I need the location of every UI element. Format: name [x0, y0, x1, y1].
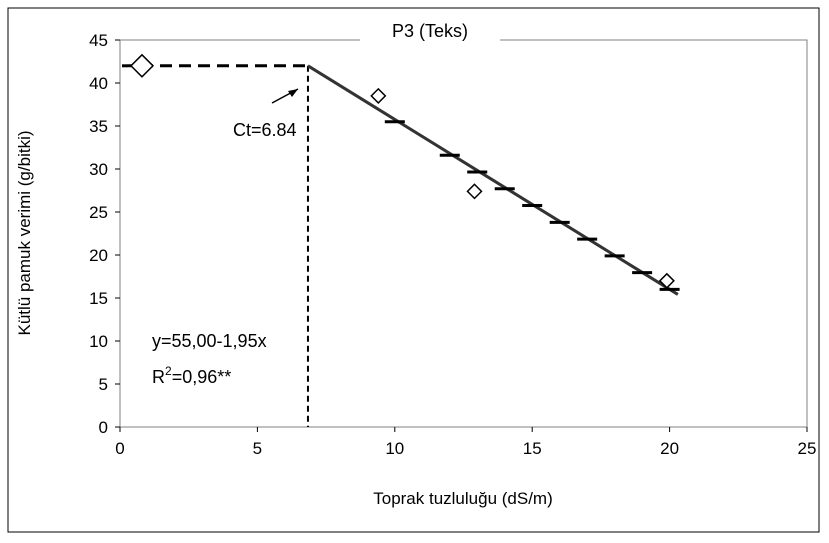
title-background [360, 18, 500, 42]
ct-label: Ct=6.84 [233, 120, 297, 140]
r2-label: R2=0,96** [152, 364, 231, 387]
y-tick-label: 10 [89, 332, 108, 351]
equation-label: y=55,00-1,95x [152, 331, 267, 351]
data-point [658, 272, 675, 289]
r2-suffix: =0,96** [172, 367, 232, 387]
y-tick-label: 5 [99, 375, 108, 394]
y-tick-label: 30 [89, 160, 108, 179]
regression-line [307, 64, 680, 296]
x-tick-label: 5 [253, 439, 262, 458]
y-tick-label: 45 [89, 31, 108, 50]
ct-arrowhead [288, 89, 298, 97]
x-axis-ticks: 0 5 10 15 20 25 [115, 427, 816, 458]
x-axis-label: Toprak tuzluluğu (dS/m) [373, 489, 553, 508]
r2-superscript: 2 [165, 364, 172, 378]
y-tick-label: 15 [89, 289, 108, 308]
r2-prefix: R [152, 367, 165, 387]
x-tick-label: 10 [385, 439, 404, 458]
chart-title: P3 (Teks) [392, 21, 468, 41]
data-point [466, 183, 483, 200]
x-tick-label: 15 [523, 439, 542, 458]
data-point [129, 53, 155, 78]
x-tick-label: 25 [798, 439, 817, 458]
y-axis-ticks: 0 5 10 15 20 25 30 35 40 45 [89, 31, 120, 437]
y-tick-label: 20 [89, 246, 108, 265]
y-axis-label: Kütlü pamuk verimi (g/bitki) [15, 130, 34, 335]
chart-border [7, 7, 820, 533]
y-tick-label: 0 [99, 418, 108, 437]
x-tick-label: 0 [115, 439, 124, 458]
x-tick-label: 20 [660, 439, 679, 458]
y-tick-label: 25 [89, 203, 108, 222]
data-point [370, 87, 387, 104]
y-tick-label: 35 [89, 117, 108, 136]
data-points [129, 53, 675, 289]
y-tick-label: 40 [89, 74, 108, 93]
